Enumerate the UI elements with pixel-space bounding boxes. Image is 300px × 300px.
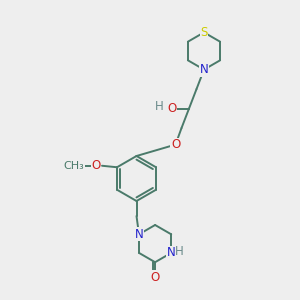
Text: CH₃: CH₃ (64, 161, 85, 171)
Text: H: H (175, 245, 184, 258)
Text: O: O (171, 138, 180, 151)
Text: O: O (151, 271, 160, 284)
Text: O: O (167, 102, 176, 115)
Text: H: H (155, 100, 164, 113)
Text: N: N (135, 228, 143, 241)
Text: N: N (200, 63, 208, 76)
Text: S: S (200, 26, 208, 39)
Text: O: O (92, 159, 100, 172)
Text: N: N (167, 246, 176, 260)
